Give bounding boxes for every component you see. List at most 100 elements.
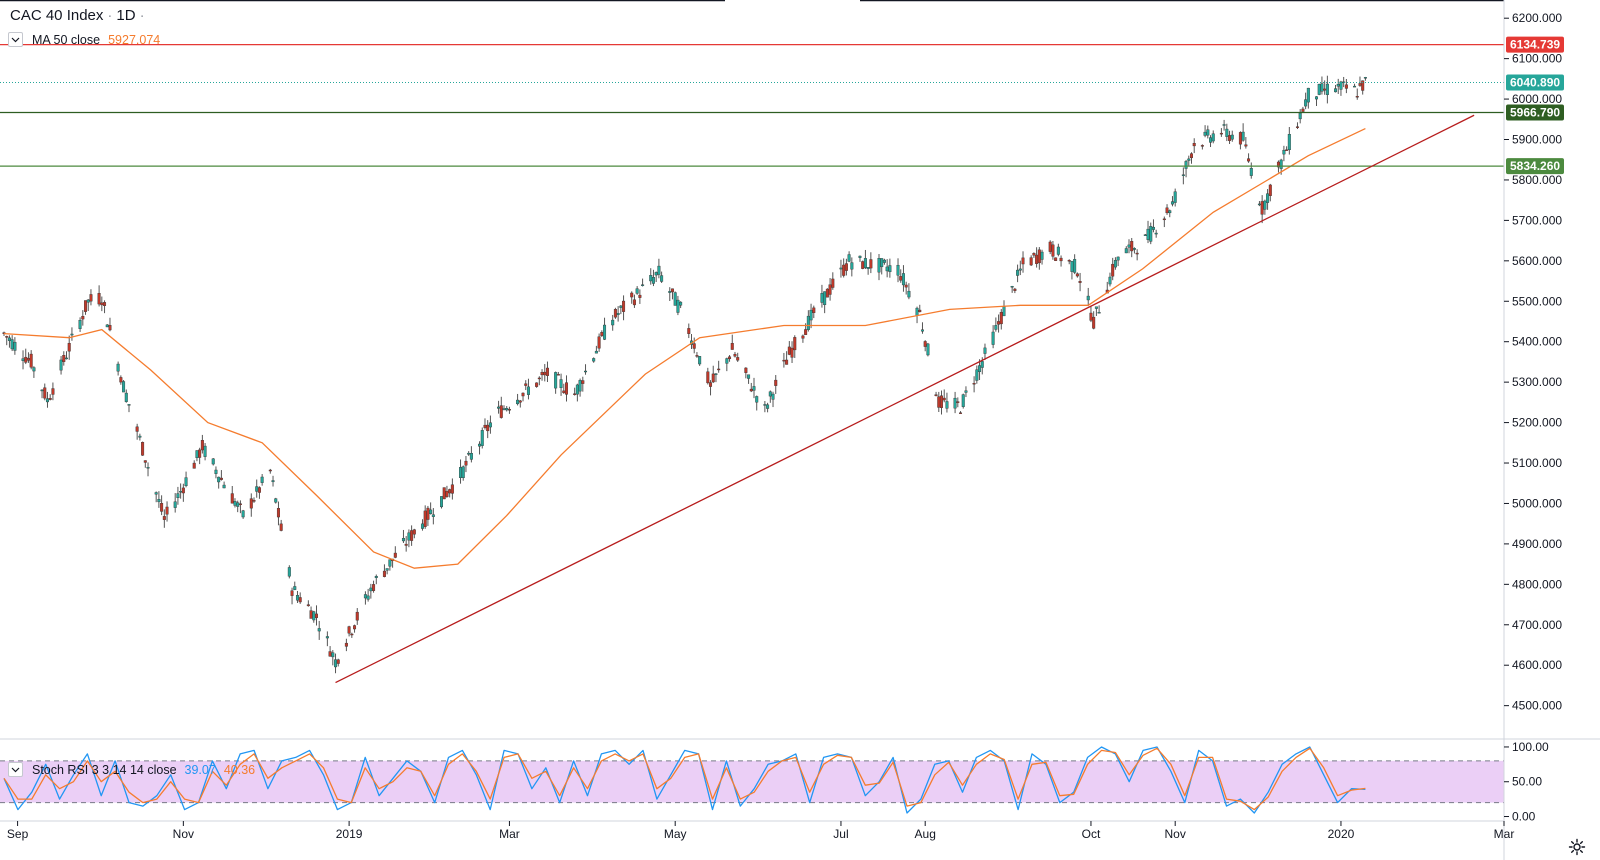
candle-body [1358,83,1362,86]
trendline[interactable] [335,114,1475,684]
chevron-down-icon [11,37,20,42]
candle-body [24,356,28,363]
price-tick-label: 5900.000 [1512,133,1562,147]
candle-body [5,336,9,338]
candle-body [1260,201,1264,215]
candle-body [1154,232,1158,235]
candle-body [888,265,892,273]
candle-body [676,299,680,313]
candle-body [502,408,506,410]
candle-body [306,604,310,607]
candle-body [771,393,775,400]
candle-body [997,321,1001,325]
interval-label[interactable]: 1D [116,7,136,24]
candle-body [410,530,414,541]
price-tag-resistance[interactable] [1506,36,1564,53]
candle-body [858,255,862,258]
candle-body [122,381,126,393]
candle-body [233,501,237,506]
candle-body [488,422,492,428]
candle-body [1070,261,1074,272]
candle-body [654,272,658,276]
candle-body [315,613,319,618]
candle-body [1249,167,1253,176]
ma-legend[interactable]: MA 50 close 5927.074 [8,32,160,47]
symbol-name[interactable]: CAC 40 Index [10,7,104,24]
candle-body [141,442,145,456]
gear-icon[interactable] [1568,838,1586,856]
time-axis[interactable]: Sep Nov 2019 Mar May Jul Aug Oct Nov 2020 Mar [0,820,1514,841]
candle-body [524,383,528,386]
candle-body [730,343,734,350]
candle-body [486,424,490,432]
candle-body [1187,158,1191,161]
candle-body [1209,137,1213,143]
price-tag-last_price[interactable] [1506,74,1564,91]
candle-body [203,445,207,457]
candle-body [401,538,405,542]
candle-body [97,293,101,305]
stoch-k-value: 39.07 [184,762,216,777]
candle-body [597,336,601,349]
candle-body [13,341,17,351]
price-tag-label: 5834.260 [1510,159,1560,173]
stoch-d-value: 40.36 [223,762,256,777]
candle-body [537,377,541,380]
candle-body [668,291,672,293]
candle-body [198,449,202,458]
stoch-legend[interactable]: Stoch RSI 3 3 14 14 close 39.07 40.36 [8,762,255,777]
candle-body [165,506,169,515]
ma-50-line[interactable] [3,128,1366,569]
candle-body [1336,84,1340,87]
candle-body [831,278,835,288]
candle-body [1143,234,1147,236]
candle-body [1268,184,1272,196]
candle-body [945,401,949,409]
candle-body [369,587,373,592]
price-tag-support_upper[interactable] [1506,104,1564,121]
price-pane[interactable] [0,0,1600,740]
candle-body [801,335,805,339]
stoch-rsi-pane[interactable] [0,746,1504,814]
candle-body [594,350,598,354]
candle-body [325,636,329,639]
candle-body [1075,273,1079,277]
candle-body [516,399,520,405]
candle-body [994,325,998,330]
candle-body [1222,124,1226,126]
candle-body [733,353,737,357]
price-tag-label: 6040.890 [1510,76,1560,90]
candle-body [105,324,109,328]
candle-body [711,373,715,383]
candle-body [698,356,702,365]
candle-body [717,368,721,371]
candle-body [1086,295,1090,301]
candle-body [1295,126,1299,128]
candle-body [964,390,968,393]
candle-body [420,523,424,529]
price-tick-label: 4600.000 [1512,658,1562,672]
collapse-legend-button[interactable] [8,32,23,47]
candle-body [382,570,386,577]
candle-body [48,398,52,400]
stoch-d-line[interactable] [3,747,1366,811]
candle-body [747,374,751,379]
ma-value: 5927.074 [108,32,161,47]
time-tick-label: Oct [1082,827,1101,841]
candle-body [1149,226,1153,242]
candle-body [1168,210,1172,214]
candle-body [260,476,264,483]
candle-body [1092,316,1096,329]
candle-body [64,357,68,360]
candle-body [907,290,911,298]
candle-body [184,477,188,487]
candle-body [138,435,142,438]
price-tag-support_lower[interactable] [1506,158,1564,175]
candle-body [616,313,620,315]
collapse-stoch-button[interactable] [8,762,23,777]
candle-body [709,382,713,387]
candles [2,75,1367,674]
candle-body [942,397,946,401]
price-axis[interactable]: 4500.000 4600.000 4700.000 4800.000 4900.000… [1503,0,1564,860]
